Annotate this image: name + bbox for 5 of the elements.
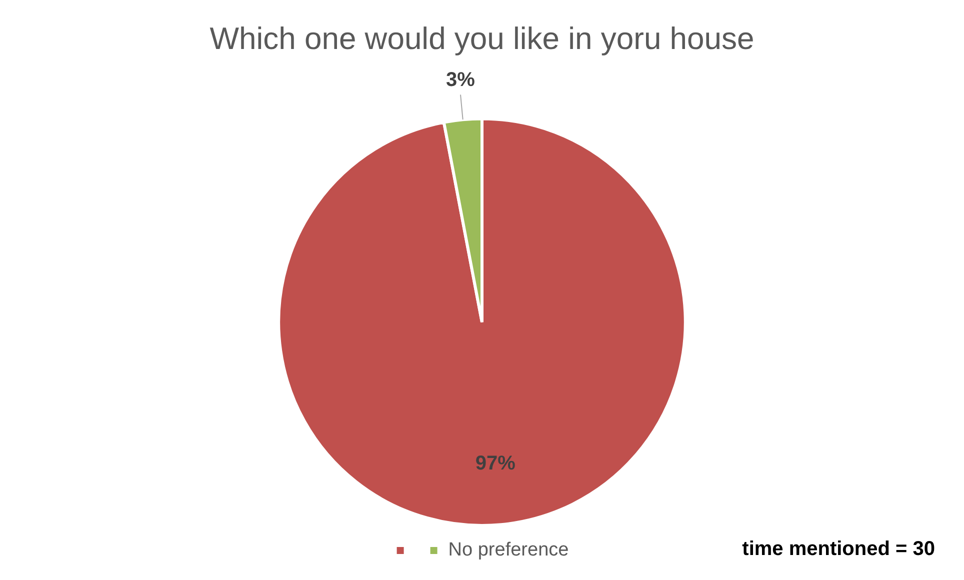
legend-label: No preference	[448, 540, 569, 561]
data-label: 3%	[446, 69, 476, 92]
chart-title: Which one would you like in yoru house	[210, 21, 754, 56]
text: time mentioned = 30	[742, 538, 935, 560]
data-label: 97%	[475, 452, 516, 474]
